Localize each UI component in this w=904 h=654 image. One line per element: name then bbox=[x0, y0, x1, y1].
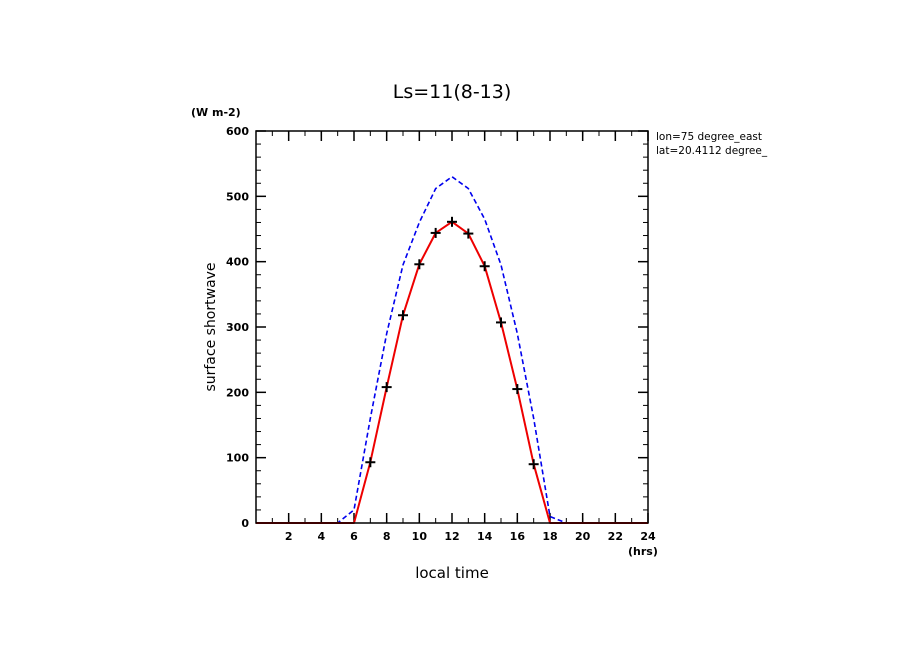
data-point-marker bbox=[528, 459, 539, 470]
annotation-lon: lon=75 degree_east bbox=[656, 131, 762, 143]
x-tick-label: 8 bbox=[383, 530, 391, 543]
x-axis-label: local time bbox=[415, 564, 489, 582]
x-tick-label: 2 bbox=[285, 530, 293, 543]
y-tick-label: 300 bbox=[226, 321, 249, 334]
x-tick-label: 18 bbox=[542, 530, 557, 543]
annotation-lat: lat=20.4112 degree_ bbox=[656, 145, 768, 157]
plot-frame bbox=[255, 130, 649, 524]
data-point-marker bbox=[414, 259, 425, 270]
data-point-marker bbox=[381, 382, 392, 393]
data-point-marker bbox=[430, 227, 441, 238]
y-tick-label: 200 bbox=[226, 386, 249, 399]
data-point-marker bbox=[398, 310, 408, 321]
x-tick-label: 24 bbox=[640, 530, 656, 543]
series-line-solid bbox=[256, 220, 648, 524]
data-point-marker bbox=[512, 384, 523, 395]
series-line-dashed bbox=[256, 175, 648, 524]
series-layer bbox=[256, 175, 648, 524]
x-tick-label: 14 bbox=[477, 530, 493, 543]
x-tick-label: 6 bbox=[350, 530, 358, 543]
y-unit-label: (W m-2) bbox=[191, 106, 241, 119]
x-tick-label: 4 bbox=[318, 530, 326, 543]
data-point-marker bbox=[447, 216, 457, 227]
y-tick-label: 400 bbox=[226, 256, 249, 269]
y-tick-label: 100 bbox=[226, 452, 249, 465]
chart-title: Ls=11(8-13) bbox=[393, 81, 512, 103]
data-point-marker bbox=[463, 228, 474, 239]
y-tick-label: 0 bbox=[241, 517, 249, 530]
data-point-marker bbox=[479, 261, 490, 272]
y-axis-label: surface shortwave bbox=[203, 262, 219, 391]
x-tick-label: 10 bbox=[412, 530, 428, 543]
x-tick-label: 20 bbox=[575, 530, 591, 543]
y-tick-label: 500 bbox=[226, 190, 249, 203]
x-tick-label: 12 bbox=[444, 530, 459, 543]
axis-ticks bbox=[256, 130, 649, 524]
x-unit-label: (hrs) bbox=[628, 545, 658, 558]
y-tick-label: 600 bbox=[226, 125, 249, 138]
x-tick-label: 22 bbox=[608, 530, 623, 543]
data-point-marker bbox=[496, 317, 506, 328]
data-point-marker bbox=[365, 457, 376, 468]
x-tick-label: 16 bbox=[510, 530, 526, 543]
